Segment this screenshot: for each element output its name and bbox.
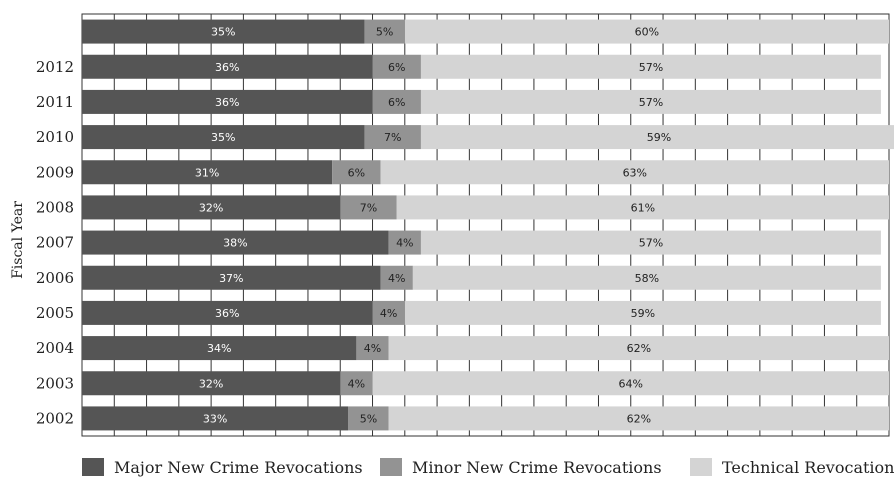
data-label: 58% xyxy=(635,272,659,285)
data-label: 6% xyxy=(388,96,405,109)
data-label: 31% xyxy=(195,166,219,179)
y-tick-label: 2004 xyxy=(36,339,74,357)
data-label: 34% xyxy=(207,342,231,355)
bar-segment xyxy=(420,89,881,114)
bar-segment xyxy=(82,195,341,220)
bar-segment xyxy=(404,19,889,44)
data-label: 6% xyxy=(388,61,405,74)
y-tick-labels: 2012 2011 2010 2009 2008 2007 2006 2005 2004 2003… xyxy=(36,58,74,428)
bar-segment xyxy=(380,160,889,185)
legend-swatch xyxy=(380,458,402,476)
data-label: 36% xyxy=(215,61,239,74)
bar-segment xyxy=(388,230,421,255)
bar-segment xyxy=(388,336,889,361)
bar-segment xyxy=(372,300,405,325)
y-tick-label: 2009 xyxy=(36,163,74,181)
bar-segment xyxy=(420,230,881,255)
data-label: 4% xyxy=(396,237,413,250)
data-label: 5% xyxy=(360,412,377,425)
bar-segment xyxy=(82,54,373,79)
bar-segment xyxy=(388,406,889,431)
bar-segment xyxy=(82,406,349,431)
bar-segment xyxy=(332,160,381,185)
bar-segment xyxy=(364,19,405,44)
grid-layer xyxy=(81,13,890,437)
bar-segment xyxy=(412,265,881,290)
data-label: 37% xyxy=(219,272,243,285)
data-label: 36% xyxy=(215,307,239,320)
data-label: 4% xyxy=(380,307,397,320)
bar-segment xyxy=(356,336,389,361)
bar-segment xyxy=(82,371,341,396)
bar-segment xyxy=(372,371,889,396)
legend-swatch xyxy=(690,458,712,476)
data-label: 60% xyxy=(635,26,659,39)
bar-segment xyxy=(364,125,421,150)
bar-segment xyxy=(82,230,389,255)
bar-segment xyxy=(420,125,894,150)
data-label: 4% xyxy=(388,272,405,285)
data-label: 7% xyxy=(360,201,377,214)
data-label: 33% xyxy=(203,412,227,425)
data-label: 38% xyxy=(223,237,247,250)
bar-segment xyxy=(372,54,421,79)
bar-segment xyxy=(380,265,413,290)
bar-segment xyxy=(396,195,889,220)
data-label: 59% xyxy=(647,131,671,144)
data-label: 62% xyxy=(627,342,651,355)
data-label: 32% xyxy=(199,201,223,214)
y-tick-label: 2011 xyxy=(36,93,74,111)
y-tick-label: 2012 xyxy=(36,58,74,76)
bar-segment xyxy=(82,125,365,150)
y-tick-label: 2006 xyxy=(36,269,74,287)
y-tick-label: 2008 xyxy=(36,198,74,216)
data-label: 57% xyxy=(639,61,663,74)
bar-segment xyxy=(82,265,381,290)
bar-segment xyxy=(82,300,373,325)
bar-segment xyxy=(82,160,333,185)
data-label: 5% xyxy=(376,26,393,39)
data-label: 62% xyxy=(627,412,651,425)
data-label: 4% xyxy=(364,342,381,355)
bar-segment xyxy=(340,195,397,220)
data-label: 6% xyxy=(348,166,365,179)
data-label: 57% xyxy=(639,237,663,250)
bar-segment xyxy=(404,300,881,325)
y-tick-label: 2003 xyxy=(36,374,74,392)
y-tick-label: 2002 xyxy=(36,409,74,427)
bar-segment xyxy=(82,89,373,114)
data-label: 63% xyxy=(623,166,647,179)
y-axis-title: Fiscal Year xyxy=(10,201,26,279)
data-label: 61% xyxy=(631,201,655,214)
bar-segment xyxy=(82,336,357,361)
legend-swatch xyxy=(82,458,104,476)
bars-layer: 35% 5% 60% 36% 6% 57% 36% 6% 57% 35% 7% 59% 31% 6% 63%… xyxy=(82,19,894,431)
data-label: 57% xyxy=(639,96,663,109)
data-label: 32% xyxy=(199,377,223,390)
legend-label: Technical Revocations xyxy=(722,458,894,477)
bar-segment xyxy=(372,89,421,114)
legend-label: Major New Crime Revocations xyxy=(114,458,363,477)
y-tick-label: 2007 xyxy=(36,234,74,252)
bar-segment xyxy=(82,19,365,44)
legend-label: Minor New Crime Revocations xyxy=(412,458,662,477)
bar-segment xyxy=(340,371,373,396)
plot-frame xyxy=(81,13,890,437)
data-label: 4% xyxy=(348,377,365,390)
y-tick-label: 2005 xyxy=(36,304,74,322)
legend: Major New Crime Revocations Minor New Cri… xyxy=(82,458,894,477)
y-tick-label: 2010 xyxy=(36,128,74,146)
data-label: 7% xyxy=(384,131,401,144)
data-label: 36% xyxy=(215,96,239,109)
bar-segment xyxy=(420,54,881,79)
data-label: 35% xyxy=(211,26,235,39)
data-label: 64% xyxy=(619,377,643,390)
data-label: 35% xyxy=(211,131,235,144)
bar-segment xyxy=(348,406,389,431)
data-label: 59% xyxy=(631,307,655,320)
